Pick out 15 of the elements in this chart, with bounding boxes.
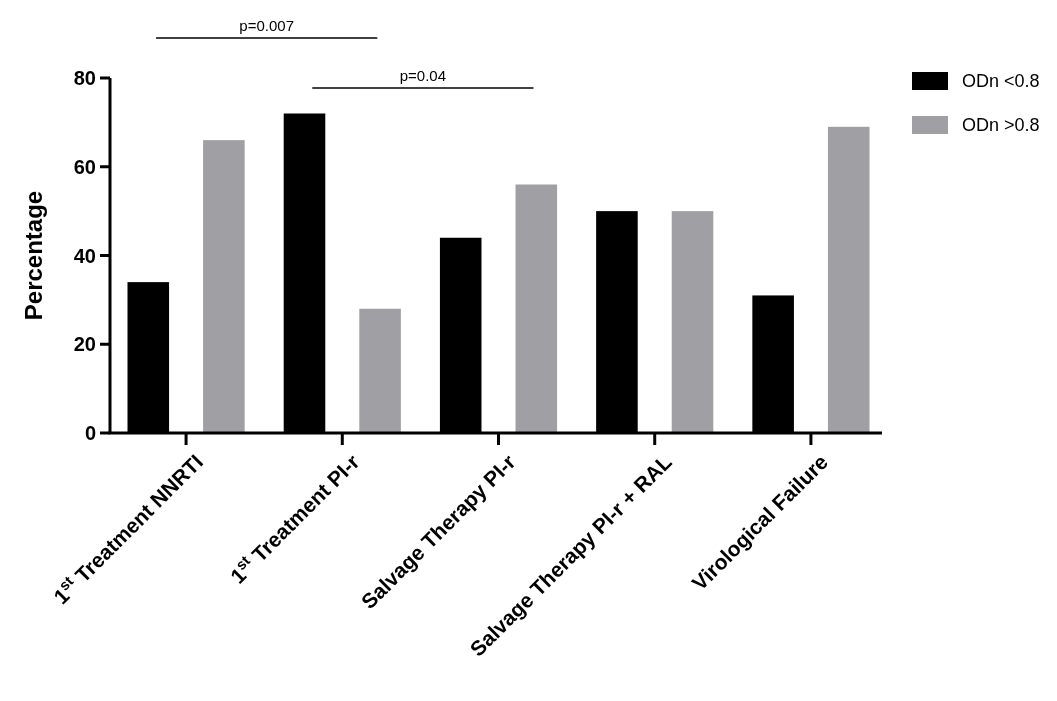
bar <box>203 140 245 433</box>
text: p=0.007 <box>239 17 294 34</box>
y-tick-label: 40 <box>73 244 96 267</box>
annotation: p=0.04 <box>399 67 447 84</box>
legend-label: ODn <0.8 <box>962 71 1040 92</box>
bar <box>515 184 558 433</box>
y-tick-label: 20 <box>73 333 96 356</box>
y-axis-title: Percentage <box>20 190 47 321</box>
bar <box>827 126 870 433</box>
y-tick-label: 80 <box>73 67 96 89</box>
y-tick-label: 60 <box>73 155 96 178</box>
y-tick-label: 0 <box>84 422 96 444</box>
bar <box>671 211 714 433</box>
legend-label: ODn >0.8 <box>962 115 1040 136</box>
bar <box>359 308 401 433</box>
